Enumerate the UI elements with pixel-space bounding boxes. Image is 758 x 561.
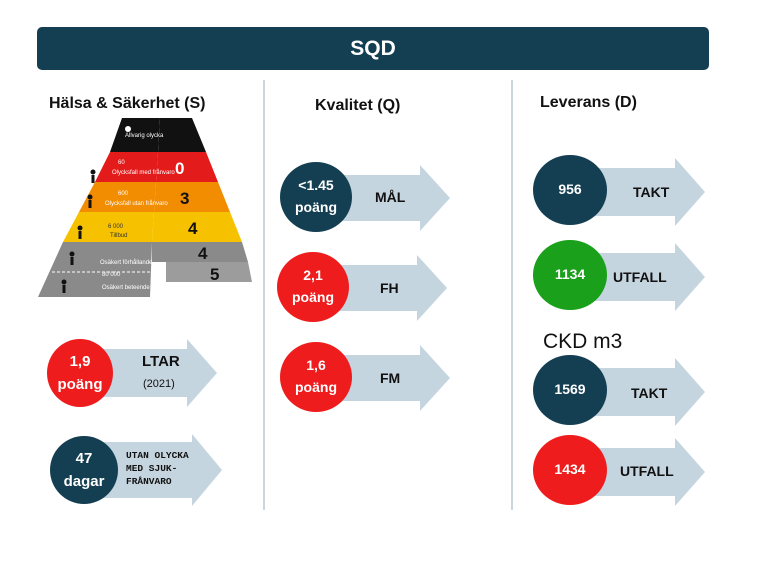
kpi-label: FM bbox=[380, 370, 401, 386]
kpi-label: MÅL bbox=[375, 189, 406, 205]
kpi-circle: 1569 bbox=[533, 355, 607, 425]
kpi-sublabel: (2021) bbox=[143, 378, 175, 390]
pyramid-level-absence bbox=[95, 152, 158, 182]
pyramid-count-unsafe: 80 000 bbox=[102, 272, 121, 278]
kpi-label: TAKT bbox=[633, 184, 670, 200]
column-divider bbox=[511, 80, 513, 510]
column-divider bbox=[263, 80, 265, 510]
pyramid-label-absence: Olycksfall med frånvaro bbox=[112, 169, 175, 176]
kpi-value: 47 bbox=[75, 449, 93, 467]
person-icon bbox=[61, 279, 67, 285]
pyramid-label-no-absence: Olycksfall utan frånvaro bbox=[105, 200, 168, 207]
pyramid-value-no-absence: 3 bbox=[180, 189, 189, 208]
kpi-value: 956 bbox=[558, 181, 582, 198]
pyramid-level-near-miss bbox=[63, 212, 154, 242]
pyramid-label-unsafe-behaviour: Osäkert beteende bbox=[102, 285, 150, 291]
heading-safety: Hälsa & Säkerhet (S) bbox=[49, 95, 206, 112]
person-icon bbox=[77, 225, 83, 231]
person-icon bbox=[87, 194, 93, 200]
kpi-label: TAKT bbox=[631, 385, 668, 401]
kpi-value: 1,9 bbox=[69, 352, 91, 370]
kpi-label: UTFALL bbox=[613, 269, 667, 285]
kpi-unit: dagar bbox=[63, 473, 105, 490]
pyramid-value-unsafe: 4 bbox=[198, 244, 208, 263]
kpi-value: 1134 bbox=[554, 266, 586, 283]
kpi-ckd-takt: 1569 TAKT bbox=[533, 355, 705, 426]
kpi-value: 2,1 bbox=[303, 267, 323, 284]
kpi-value: 1434 bbox=[554, 461, 586, 478]
kpi-unit: poäng bbox=[295, 199, 337, 215]
kpi-quality-fm: 1,6 poäng FM bbox=[280, 342, 450, 412]
pyramid-count-near-miss: 6 000 bbox=[108, 224, 124, 230]
kpi-circle: <1.45 poäng bbox=[280, 162, 352, 232]
kpi-quality-fh: 2,1 poäng FH bbox=[277, 252, 447, 322]
safety-pyramid: Allvarig olycka 60 Olycksfall med frånva… bbox=[38, 118, 252, 297]
ckd-heading: CKD m3 bbox=[543, 330, 623, 353]
arrow-shape bbox=[80, 434, 222, 506]
kpi-label: LTAR bbox=[142, 353, 180, 370]
pyramid-level-unsafe bbox=[38, 242, 152, 297]
title-bar: SQD bbox=[37, 27, 709, 70]
page-title: SQD bbox=[350, 36, 396, 60]
pyramid-value-behaviour: 5 bbox=[210, 265, 219, 284]
kpi-unit: poäng bbox=[292, 289, 334, 305]
kpi-ckd-utfall: 1434 UTFALL bbox=[533, 435, 705, 506]
kpi-ltar: 1,9 poäng LTAR (2021) bbox=[47, 339, 217, 407]
person-icon bbox=[125, 126, 131, 132]
pyramid-label-unsafe-condition: Osäkert förhållande bbox=[100, 259, 153, 266]
pyramid-level-no-absence bbox=[79, 182, 156, 212]
kpi-value: 1569 bbox=[554, 381, 586, 398]
pyramid-label-near-miss: Tillbud bbox=[110, 233, 127, 239]
pyramid-value-absence: 0 bbox=[175, 159, 184, 178]
kpi-circle: 956 bbox=[533, 155, 607, 225]
heading-quality: Kvalitet (Q) bbox=[315, 97, 401, 114]
kpi-label: UTFALL bbox=[620, 463, 674, 479]
person-icon bbox=[69, 251, 75, 257]
kpi-days-without-accident: 47 dagar UTAN OLYCKA MED SJUK- FRÅNVARO bbox=[50, 434, 222, 506]
kpi-label: FH bbox=[380, 280, 399, 296]
kpi-circle: 2,1 poäng bbox=[277, 252, 349, 322]
kpi-circle: 1134 bbox=[533, 240, 607, 310]
kpi-circle: 1,6 poäng bbox=[280, 342, 352, 412]
kpi-label: UTAN OLYCKA MED SJUK- FRÅNVARO bbox=[126, 450, 189, 487]
kpi-circle: 1434 bbox=[533, 435, 607, 505]
kpi-delivery-takt: 956 TAKT bbox=[533, 155, 705, 226]
kpi-unit: poäng bbox=[295, 379, 337, 395]
kpi-quality-goal: <1.45 poäng MÅL bbox=[280, 162, 450, 232]
pyramid-count-absence: 60 bbox=[118, 160, 125, 166]
heading-delivery: Leverans (D) bbox=[540, 94, 637, 111]
arrow-shape bbox=[77, 339, 217, 407]
kpi-delivery-utfall: 1134 UTFALL bbox=[533, 240, 705, 311]
kpi-circle: 47 dagar bbox=[50, 436, 118, 504]
pyramid-level-severe bbox=[110, 118, 160, 152]
kpi-circle: 1,9 poäng bbox=[47, 339, 113, 407]
kpi-unit: poäng bbox=[57, 376, 103, 393]
pyramid-count-no-absence: 600 bbox=[118, 191, 129, 197]
pyramid-label-severe: Allvarig olycka bbox=[125, 133, 164, 139]
kpi-value: <1.45 bbox=[298, 177, 334, 194]
pyramid-value-near-miss: 4 bbox=[188, 219, 198, 238]
kpi-value: 1,6 bbox=[306, 357, 326, 374]
person-icon bbox=[90, 169, 96, 175]
